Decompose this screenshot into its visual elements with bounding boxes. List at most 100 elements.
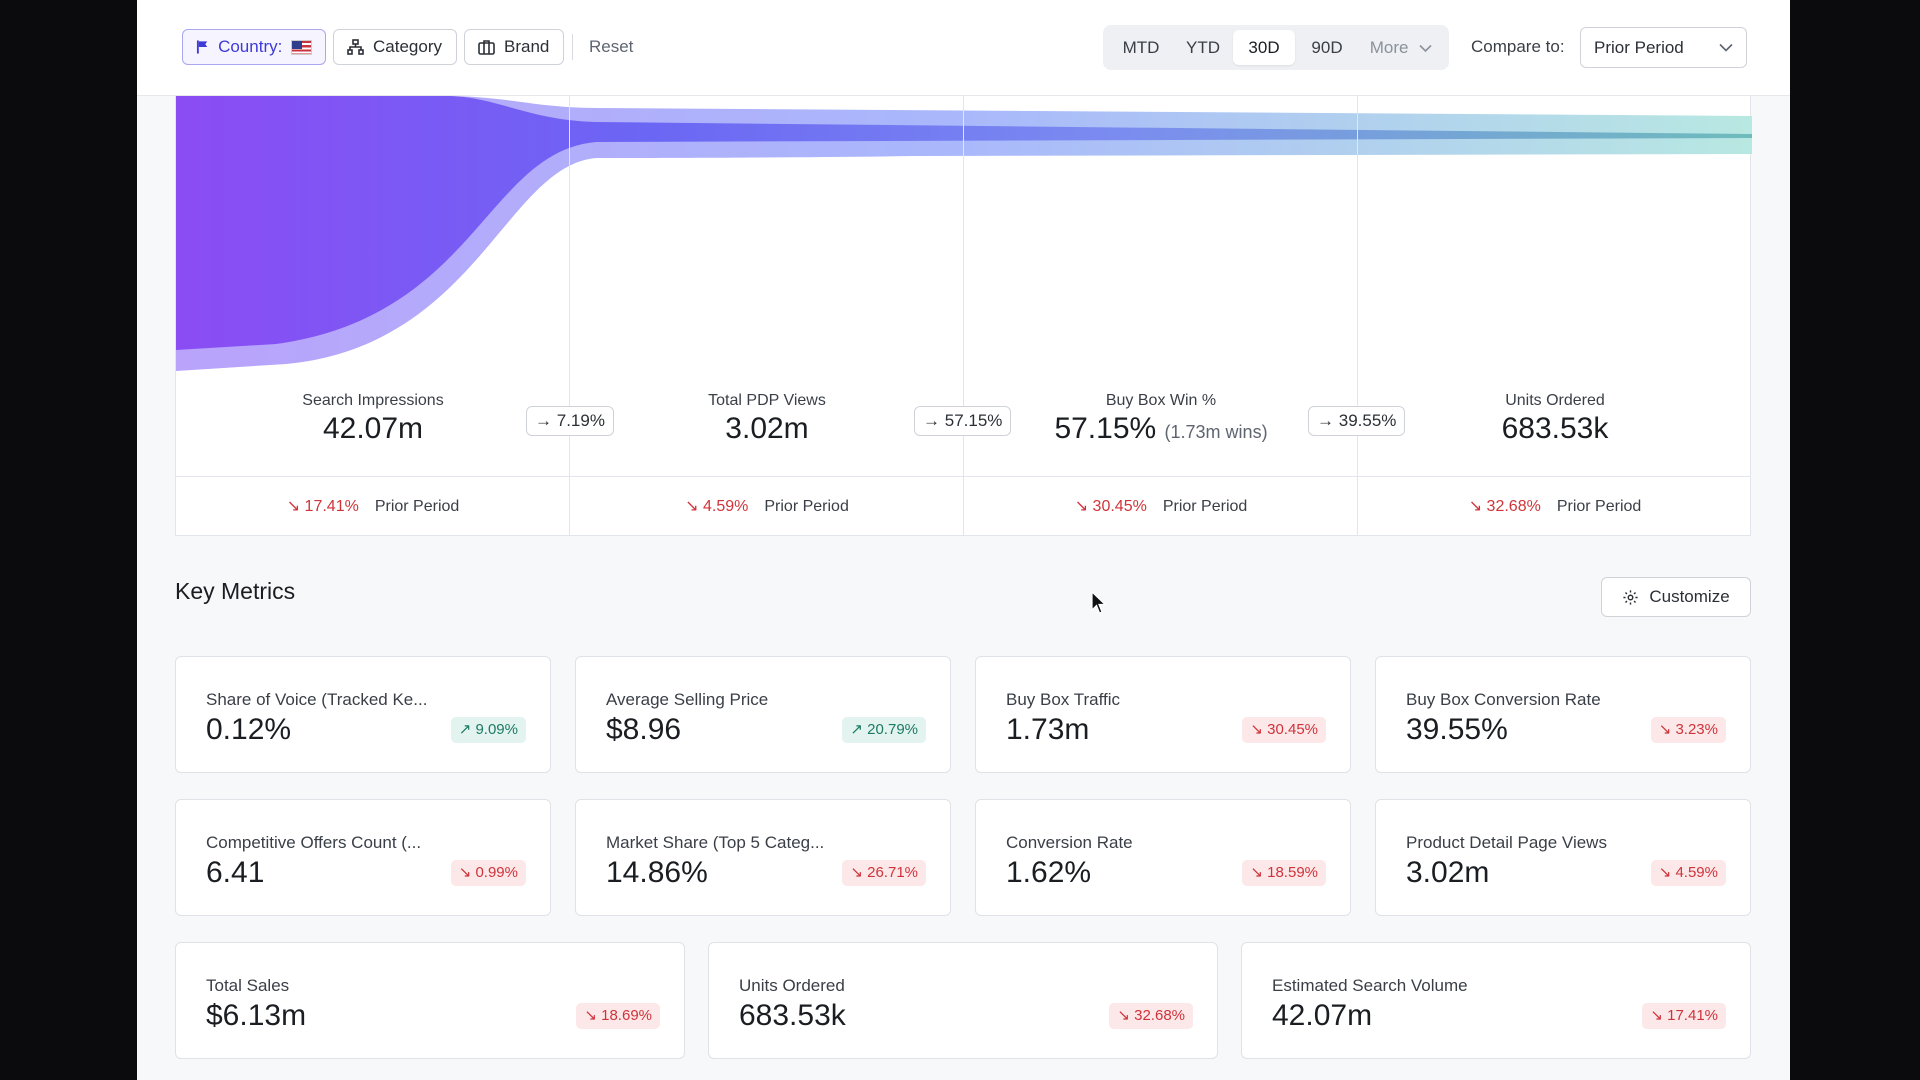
- change-percent: 30.45%: [1092, 498, 1147, 515]
- toolbar-divider: [572, 34, 573, 60]
- arrow-down-right-icon: ↘: [1250, 864, 1268, 881]
- period-selector: MTD YTD 30D 90D More: [1103, 25, 1449, 70]
- change-up-badge: ↗ 9.09%: [450, 717, 526, 743]
- arrow-up-right-icon: ↗: [458, 721, 476, 738]
- period-option-mtd[interactable]: MTD: [1122, 38, 1160, 57]
- funnel-stage-comparison: ↘ 32.68% Prior Period: [1358, 496, 1752, 516]
- brand-filter-button[interactable]: Brand: [464, 29, 564, 65]
- metric-card[interactable]: Buy Box Conversion Rate 39.55% ↘ 3.23%: [1375, 656, 1751, 773]
- arrow-down-right-icon: ↘: [1117, 1007, 1135, 1024]
- metric-value: 0.12%: [206, 713, 292, 746]
- arrow-down-right-icon: ↘: [1468, 498, 1487, 515]
- arrow-right-icon: →: [1317, 411, 1334, 430]
- funnel-stage-units-ordered: Units Ordered 683.53k: [1358, 392, 1752, 446]
- metric-label: Units Ordered: [739, 976, 845, 995]
- comparison-label: Prior Period: [764, 498, 849, 515]
- metric-label: Buy Box Conversion Rate: [1406, 690, 1601, 709]
- metric-card[interactable]: Buy Box Traffic 1.73m ↘ 30.45%: [975, 656, 1351, 773]
- change-percent: 9.09%: [475, 721, 518, 738]
- change-percent: 20.79%: [867, 721, 918, 738]
- period-option-ytd[interactable]: YTD: [1186, 38, 1220, 57]
- period-option-90d[interactable]: 90D: [1311, 38, 1343, 57]
- funnel-stage-pdp-views: Total PDP Views 3.02m: [570, 392, 964, 446]
- arrow-down-right-icon: ↘: [850, 864, 868, 881]
- change-percent: 4.59%: [1675, 864, 1718, 881]
- metric-card[interactable]: Conversion Rate 1.62% ↘ 18.59%: [975, 799, 1351, 916]
- metric-card[interactable]: Share of Voice (Tracked Ke... 0.12% ↗ 9.09…: [175, 656, 551, 773]
- conversion-rate-chip: → 57.15%: [914, 406, 1012, 436]
- metric-label: Average Selling Price: [606, 690, 769, 709]
- metric-card[interactable]: Units Ordered 683.53k ↘ 32.68%: [708, 942, 1218, 1059]
- change-percent: 17.41%: [1667, 1007, 1718, 1024]
- compare-to-label: Compare to:: [1471, 37, 1565, 56]
- arrow-down-right-icon: ↘: [1074, 498, 1093, 515]
- change-percent: 30.45%: [1267, 721, 1318, 738]
- change-down-badge: ↘ 30.45%: [1242, 717, 1326, 743]
- metric-value: 42.07m: [1272, 999, 1373, 1032]
- metric-card[interactable]: Average Selling Price $8.96 ↗ 20.79%: [575, 656, 951, 773]
- change-down-badge: ↘ 26.71%: [842, 860, 926, 886]
- funnel-column-divider: [963, 96, 964, 535]
- change-up-badge: ↗ 20.79%: [842, 717, 926, 743]
- conversion-rate-value: 7.19%: [556, 411, 605, 430]
- arrow-right-icon: →: [923, 411, 940, 430]
- funnel-flow-graphic: [176, 96, 1752, 371]
- metric-value: 39.55%: [1406, 713, 1508, 746]
- us-flag-icon: [291, 39, 312, 55]
- metric-label: Total Sales: [206, 976, 290, 995]
- metric-label: Share of Voice (Tracked Ke...: [206, 690, 428, 709]
- metric-card[interactable]: Product Detail Page Views 3.02m ↘ 4.59%: [1375, 799, 1751, 916]
- period-option-30d[interactable]: 30D: [1233, 30, 1295, 65]
- arrow-down-right-icon: ↘: [584, 1007, 602, 1024]
- dashboard-app: Country: Category Brand Reset MTD YTD 30…: [137, 0, 1790, 1080]
- conversion-rate-value: 57.15%: [944, 411, 1003, 430]
- mouse-cursor-icon: [1091, 591, 1107, 614]
- country-filter-button[interactable]: Country:: [182, 29, 326, 65]
- customize-button[interactable]: Customize: [1601, 577, 1751, 617]
- metric-card[interactable]: Total Sales $6.13m ↘ 18.69%: [175, 942, 685, 1059]
- metric-label: Conversion Rate: [1006, 833, 1133, 852]
- metric-value: 1.62%: [1006, 856, 1092, 889]
- change-percent: 26.71%: [867, 864, 918, 881]
- funnel-stage-buy-box-win: Buy Box Win % 57.15% (1.73m wins): [964, 392, 1358, 446]
- arrow-down-right-icon: ↘: [286, 498, 305, 515]
- conversion-funnel: Search Impressions 42.07m Total PDP View…: [175, 96, 1752, 536]
- change-down-badge: ↘ 18.59%: [1242, 860, 1326, 886]
- country-filter-label: Country:: [218, 37, 283, 56]
- metric-label: Competitive Offers Count (...: [206, 833, 422, 852]
- period-more-dropdown[interactable]: More: [1361, 30, 1441, 65]
- funnel-stage-value: 57.15% (1.73m wins): [964, 412, 1358, 446]
- category-filter-label: Category: [373, 37, 442, 56]
- funnel-stage-label: Buy Box Win %: [1105, 392, 1217, 409]
- compare-to-select[interactable]: Prior Period: [1580, 27, 1747, 68]
- metric-label: Buy Box Traffic: [1006, 690, 1121, 709]
- funnel-stage-value: 42.07m: [322, 412, 424, 445]
- briefcase-icon: [478, 40, 495, 55]
- metric-value: 1.73m: [1006, 713, 1090, 746]
- metric-card[interactable]: Competitive Offers Count (... 6.41 ↘ 0.99%: [175, 799, 551, 916]
- change-down-value: ↘ 30.45%: [1075, 498, 1147, 515]
- arrow-down-right-icon: ↘: [1650, 1007, 1668, 1024]
- category-filter-button[interactable]: Category: [333, 29, 457, 65]
- funnel-stage-comparison: ↘ 17.41% Prior Period: [176, 496, 570, 516]
- comparison-label: Prior Period: [1162, 498, 1248, 515]
- filter-toolbar: Country: Category Brand Reset MTD YTD 30…: [137, 0, 1790, 96]
- arrow-down-right-icon: ↘: [1658, 864, 1676, 881]
- change-down-value: ↘ 4.59%: [685, 498, 748, 515]
- change-percent: 4.59%: [703, 498, 749, 515]
- arrow-right-icon: →: [535, 411, 552, 430]
- flag-icon: [196, 40, 208, 54]
- customize-label: Customize: [1649, 587, 1730, 606]
- brand-filter-label: Brand: [504, 37, 550, 56]
- change-down-badge: ↘ 4.59%: [1650, 860, 1726, 886]
- reset-button[interactable]: Reset: [589, 37, 634, 56]
- metric-card[interactable]: Market Share (Top 5 Categ... 14.86% ↘ 26.7…: [575, 799, 951, 916]
- arrow-down-right-icon: ↘: [685, 498, 703, 515]
- funnel-outer-band: [176, 96, 1752, 371]
- funnel-footer-divider: [176, 476, 1750, 477]
- change-down-value: ↘ 17.41%: [287, 498, 359, 515]
- funnel-stage-search-impressions: Search Impressions 42.07m: [176, 392, 570, 446]
- funnel-stage-comparison: ↘ 4.59% Prior Period: [570, 496, 964, 516]
- metric-card[interactable]: Estimated Search Volume 42.07m ↘ 17.41%: [1241, 942, 1751, 1059]
- comparison-label: Prior Period: [374, 498, 460, 515]
